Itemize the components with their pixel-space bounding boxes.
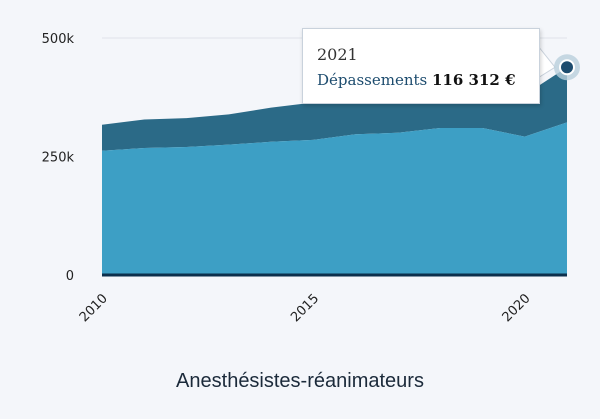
series-areas: [102, 67, 567, 277]
y-tick-label: 0: [66, 269, 74, 284]
x-axis-ticks: 2010 2015 2020: [77, 291, 534, 325]
area-series-depassements[interactable]: [102, 67, 567, 151]
tooltip-year: 2021: [317, 45, 358, 64]
hover-marker-layer: [538, 45, 580, 81]
chart-caption: Anesthésistes-réanimateurs: [176, 370, 424, 392]
y-tick-label: 250k: [42, 151, 75, 166]
x-tick-label: 2010: [77, 291, 111, 325]
area-series-base[interactable]: [102, 122, 567, 275]
tooltip-line: Dépassements 116 312 €: [317, 71, 516, 89]
x-tick-label: 2020: [500, 291, 534, 325]
data-point-marker[interactable]: [559, 59, 575, 76]
x-tick-label: 2015: [288, 291, 322, 325]
tooltip-pointer: [538, 45, 556, 79]
hover-tooltip: 2021 Dépassements 116 312 €: [302, 28, 540, 104]
tooltip-value: 116 312 €: [432, 71, 516, 89]
y-axis-ticks: 0 250k 500k: [42, 32, 75, 284]
y-tick-label: 500k: [42, 32, 75, 47]
tooltip-series-label: Dépassements: [317, 71, 428, 89]
